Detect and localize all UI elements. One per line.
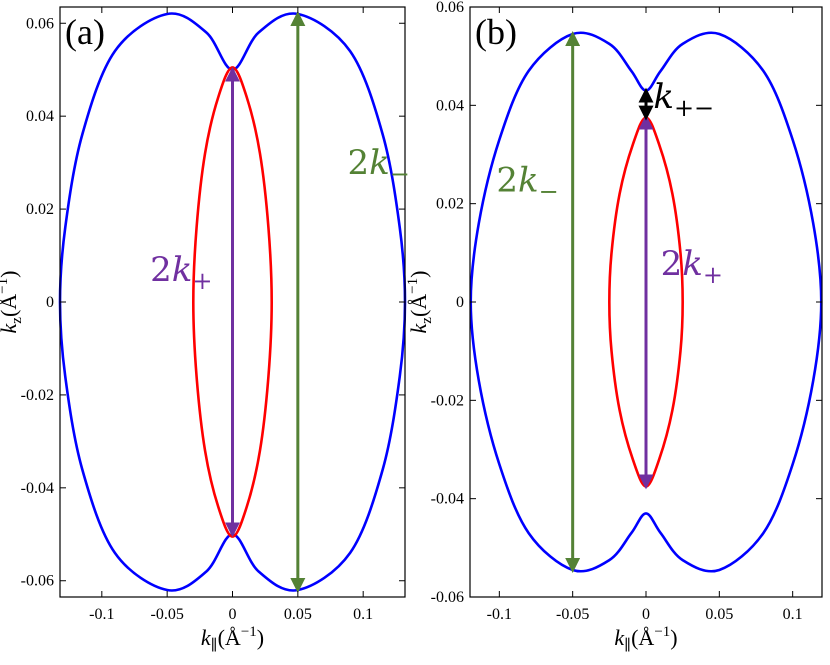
x-tick-label: 0.1 — [353, 606, 373, 623]
x-axis-label: k∥(Å−1) — [201, 624, 264, 654]
x-tick-label: 0.05 — [705, 606, 733, 623]
y-tick-label: -0.04 — [431, 491, 464, 508]
x-tick-label: 0 — [642, 606, 650, 623]
y-tick-label: 0.06 — [436, 0, 464, 16]
y-tick-label: -0.04 — [21, 480, 54, 497]
y-tick-label: 0.02 — [436, 196, 464, 213]
panel-a: -0.1 -0.05 0 0.05 0.1 -0.06 -0.04 -0.02 0 0.02 0.0… — [0, 6, 410, 654]
x-tick-label: 0.05 — [284, 606, 312, 623]
y-tick-label: 0.02 — [26, 201, 54, 218]
y-tick-label: 0.06 — [26, 15, 54, 32]
x-tick-label: -0.05 — [150, 606, 183, 623]
y-tick-label: -0.02 — [431, 392, 464, 409]
x-tick-label: 0 — [229, 606, 237, 623]
x-tick-label: -0.1 — [89, 606, 114, 623]
y-tick-label: 0 — [456, 294, 464, 311]
x-tick-label: 0.1 — [783, 606, 803, 623]
x-axis-label: k∥(Å−1) — [614, 624, 677, 654]
y-tick-label: 0 — [46, 294, 54, 311]
y-tick-label: 0.04 — [26, 108, 54, 125]
annotation-2k+: 2k+ — [661, 244, 723, 289]
series-outer-curve — [469, 31, 823, 573]
y-axis-label: kz(Å−1) — [0, 271, 25, 334]
annotation-2k-: 2k− — [348, 143, 410, 188]
x-tick-label: -0.05 — [556, 606, 589, 623]
panel-b: -0.1 -0.05 0 0.05 0.1 -0.06 -0.04 -0.02 0 0.02 0.0… — [405, 0, 823, 654]
y-tick-label: 0.04 — [436, 97, 464, 114]
x-tick-label: -0.1 — [487, 606, 512, 623]
panel-label: (a) — [65, 12, 105, 52]
annotation-k+-: k+− — [653, 77, 714, 122]
panel-label: (b) — [475, 12, 517, 52]
y-axis-label: kz(Å−1) — [405, 271, 435, 334]
y-tick-label: -0.06 — [431, 589, 464, 606]
annotation-2k+: 2k+ — [150, 250, 212, 295]
annotation-2k-: 2k− — [496, 160, 558, 205]
y-tick-label: -0.06 — [21, 573, 54, 590]
y-tick-label: -0.02 — [21, 387, 54, 404]
